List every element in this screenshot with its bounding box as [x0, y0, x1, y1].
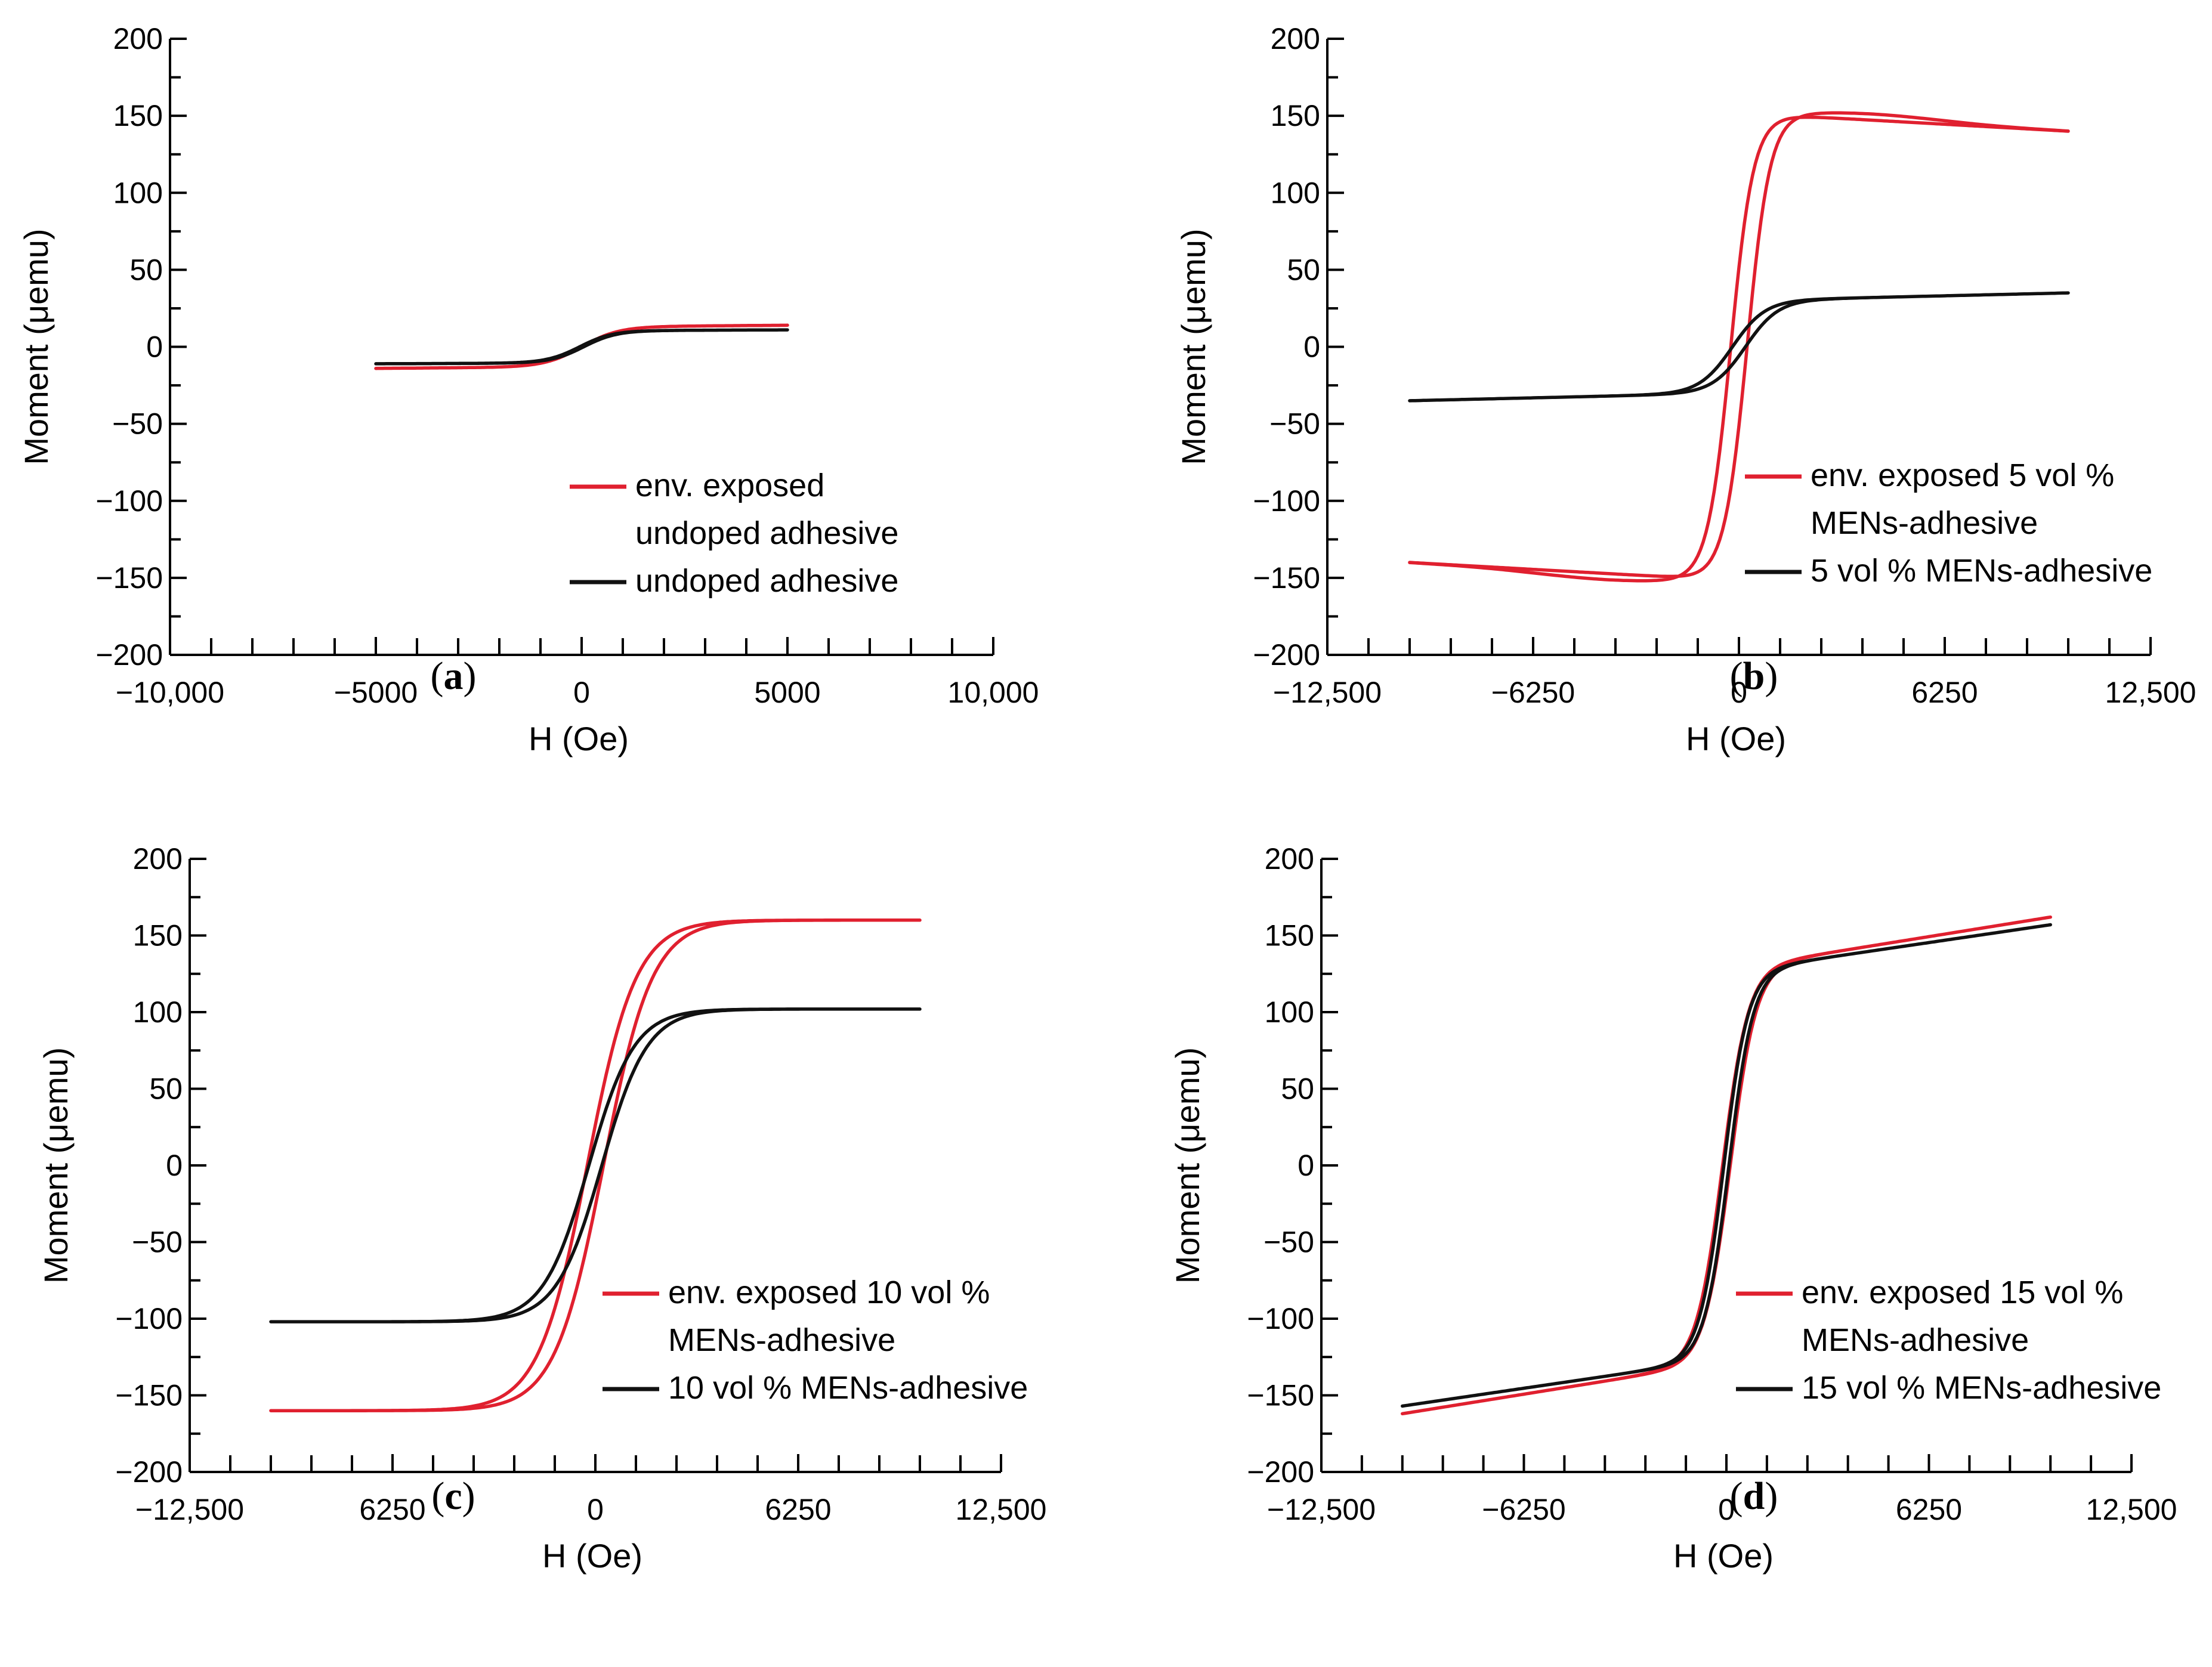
- y-tick-label: 100: [1265, 995, 1314, 1029]
- series-line-env-exposed: [269, 918, 922, 1412]
- series-line-unexposed: [374, 328, 789, 366]
- x-axis-title: H (Oe): [542, 1537, 642, 1575]
- legend-label: 15 vol % MENs-adhesive: [1802, 1370, 2161, 1406]
- x-tick-label: −6250: [1482, 1493, 1565, 1526]
- y-tick-label: 50: [1287, 253, 1320, 286]
- x-tick-label: 0: [1718, 1493, 1735, 1526]
- legend-label: undoped adhesive: [635, 515, 898, 551]
- x-axis-title: H (Oe): [529, 720, 629, 757]
- series-line-env-exposed: [1401, 915, 2052, 1416]
- y-tick-label: 0: [1303, 330, 1320, 364]
- y-tick-label: 0: [166, 1149, 183, 1182]
- y-tick-label: 150: [1265, 919, 1314, 952]
- legend-label: MENs-adhesive: [668, 1322, 895, 1358]
- y-tick-label: 100: [113, 176, 163, 209]
- chart-panel-c: 200 150 100 50 0 −50 −100 −150 −200 −12,500 6250 0 6…: [37, 842, 1046, 1575]
- y-tick-label: 50: [149, 1072, 183, 1106]
- y-tick-label: −200: [1247, 1455, 1314, 1489]
- y-tick-label: 200: [1265, 842, 1314, 876]
- y-axis-title: Moment (μemu): [1169, 1047, 1206, 1284]
- panel-caption: (c): [431, 1474, 475, 1518]
- chart-panel-d: 200 150 100 50 0 −50 −100 −150 −200 −12,500 −6250 0…: [1169, 842, 2177, 1575]
- y-tick-label: 50: [129, 253, 163, 286]
- y-tick-label: 150: [1271, 99, 1320, 132]
- y-tick-label: 50: [1281, 1072, 1314, 1106]
- y-tick-label: 200: [1271, 22, 1320, 55]
- x-tick-label: 0: [587, 1493, 604, 1526]
- x-tick-label: 12,500: [956, 1493, 1047, 1526]
- y-tick-label: 200: [133, 842, 183, 876]
- legend-label: MENs-adhesive: [1811, 505, 2038, 541]
- y-tick-label: −150: [1247, 1379, 1314, 1412]
- x-tick-label: −12,500: [135, 1493, 244, 1526]
- x-tick-label: 10,000: [948, 676, 1039, 709]
- y-tick-label: −200: [1253, 638, 1320, 672]
- series-line-env-exposed: [1408, 111, 2070, 583]
- legend-label: 10 vol % MENs-adhesive: [668, 1370, 1028, 1406]
- legend: env. exposed 15 vol % MENs-adhesive 15 vol…: [1736, 1275, 2161, 1406]
- y-axis-title: Moment (μemu): [1175, 228, 1212, 465]
- series-line-unexposed: [1408, 291, 2070, 403]
- y-tick-label: 150: [113, 99, 163, 132]
- legend-label: 5 vol % MENs-adhesive: [1811, 553, 2152, 589]
- series-line-unexposed: [269, 1007, 922, 1323]
- x-tick-label: 0: [1731, 676, 1747, 709]
- y-tick-label: −50: [1263, 1226, 1314, 1259]
- legend-label: MENs-adhesive: [1802, 1322, 2029, 1358]
- x-tick-label: 12,500: [2086, 1493, 2177, 1526]
- legend-label: undoped adhesive: [635, 563, 898, 599]
- y-tick-label: −100: [115, 1302, 183, 1335]
- y-tick-label: −50: [112, 407, 163, 441]
- legend-label: env. exposed 15 vol %: [1802, 1275, 2123, 1310]
- x-tick-label: 0: [573, 676, 590, 709]
- y-tick-label: 200: [113, 22, 163, 55]
- y-tick-label: −50: [132, 1226, 183, 1259]
- series-line-env-exposed: [374, 323, 789, 370]
- y-tick-label: 100: [133, 995, 183, 1029]
- y-tick-label: −100: [1253, 484, 1320, 518]
- x-tick-label: 6250: [1896, 1493, 1962, 1526]
- legend-label: env. exposed 10 vol %: [668, 1275, 990, 1310]
- y-tick-label: −150: [1253, 561, 1320, 595]
- x-axis-title: H (Oe): [1686, 720, 1786, 757]
- panel-caption: (b): [1730, 654, 1778, 698]
- x-tick-label: 6250: [765, 1493, 831, 1526]
- x-tick-label: 6250: [1911, 676, 1978, 709]
- y-tick-label: −50: [1269, 407, 1320, 441]
- legend-label: env. exposed 5 vol %: [1811, 457, 2114, 493]
- y-tick-label: 100: [1271, 176, 1320, 209]
- legend: env. exposed 10 vol % MENs-adhesive 10 vol…: [603, 1275, 1028, 1406]
- y-axis-title: Moment (μemu): [37, 1047, 75, 1284]
- chart-panel-a: 200 150 100 50 0 −50 −100 −150 −200 −10,000 −5000 0…: [17, 22, 1039, 757]
- x-tick-label: 12,500: [2105, 676, 2196, 709]
- series-line-unexposed: [1401, 923, 2052, 1408]
- y-tick-label: −200: [95, 638, 163, 672]
- panel-caption: (d): [1730, 1474, 1778, 1518]
- x-tick-label: −5000: [334, 676, 418, 709]
- x-tick-label: −12,500: [1267, 1493, 1376, 1526]
- y-tick-label: −150: [115, 1379, 183, 1412]
- legend-label: env. exposed: [635, 468, 824, 503]
- y-axis-title: Moment (μemu): [17, 228, 55, 465]
- x-axis-title: H (Oe): [1673, 1537, 1774, 1575]
- legend: env. exposed undoped adhesive undoped adhe…: [570, 468, 898, 599]
- y-tick-label: 150: [133, 919, 183, 952]
- x-tick-label: 6250: [359, 1493, 425, 1526]
- y-tick-label: −100: [1247, 1302, 1314, 1335]
- x-tick-label: −10,000: [116, 676, 224, 709]
- y-tick-label: −150: [95, 561, 163, 595]
- y-tick-label: −100: [95, 484, 163, 518]
- panel-caption: (a): [431, 654, 477, 698]
- legend: env. exposed 5 vol % MENs-adhesive 5 vol %…: [1745, 457, 2152, 589]
- y-tick-label: 0: [1297, 1149, 1314, 1182]
- x-tick-label: 5000: [754, 676, 820, 709]
- y-tick-label: −200: [115, 1455, 183, 1489]
- x-tick-label: −6250: [1491, 676, 1575, 709]
- y-tick-label: 0: [146, 330, 163, 364]
- chart-panel-b: 200 150 100 50 0 −50 −100 −150 −200 −12,500 −6250 0…: [1175, 22, 2196, 757]
- x-tick-label: −12,500: [1273, 676, 1382, 709]
